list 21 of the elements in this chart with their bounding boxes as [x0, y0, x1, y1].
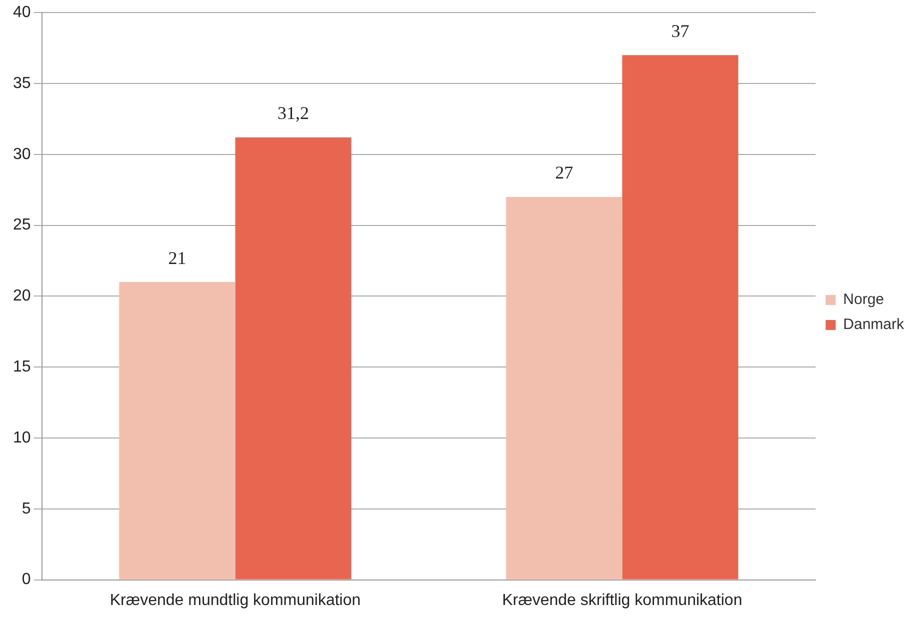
- data-label: 27: [555, 162, 574, 183]
- y-tick-label: 10: [13, 429, 31, 446]
- x-tick-label: Krævende mundtlig kommunikation: [110, 592, 361, 609]
- y-tick-label: 0: [22, 571, 31, 588]
- y-tick-label: 25: [13, 216, 31, 234]
- y-tick-label: 15: [13, 358, 31, 376]
- y-tick-label: 20: [13, 288, 31, 305]
- y-tick-label: 30: [13, 146, 31, 163]
- legend-label: Norge: [843, 291, 884, 308]
- data-label: 31,2: [278, 103, 310, 124]
- x-tick-label: Krævende skriftlig kommunikation: [502, 592, 742, 609]
- bar: [119, 282, 236, 580]
- data-label: 37: [671, 20, 690, 41]
- bar: [235, 137, 352, 580]
- legend-label: Danmark: [843, 316, 904, 334]
- bar: [622, 55, 738, 580]
- y-tick-label: 35: [13, 74, 31, 92]
- y-tick-label: 5: [22, 500, 31, 518]
- y-tick-label: 40: [13, 4, 31, 22]
- bar: [506, 196, 622, 580]
- data-label: 21: [168, 248, 186, 268]
